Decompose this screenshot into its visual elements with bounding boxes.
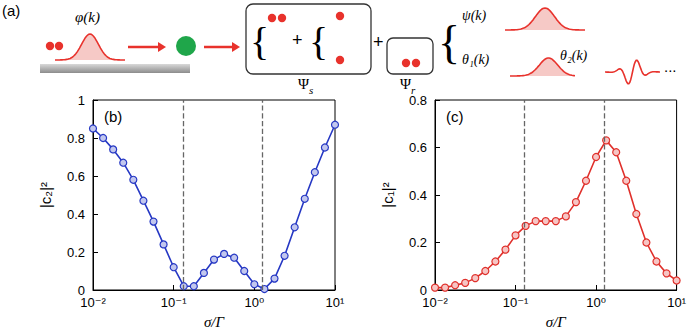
svg-text:10⁻²: 10⁻²: [422, 295, 448, 310]
svg-text:0.2: 0.2: [67, 245, 85, 260]
svg-text:1: 1: [78, 93, 85, 108]
svg-text:0: 0: [419, 282, 427, 298]
svg-text:ψ(k): ψ(k): [462, 8, 487, 24]
svg-text:|c₂|²: |c₂|²: [37, 182, 54, 208]
svg-text:...: ...: [664, 58, 677, 75]
svg-text:θ₁(k): θ₁(k): [462, 52, 490, 68]
svg-text:φ(k): φ(k): [75, 9, 100, 26]
svg-text:0: 0: [77, 282, 85, 298]
svg-text:10⁻²: 10⁻²: [80, 295, 106, 310]
svg-text:10⁰: 10⁰: [586, 295, 606, 310]
svg-text:0.6: 0.6: [409, 140, 427, 155]
svg-text:σ/Γ: σ/Γ: [204, 314, 226, 330]
svg-text:θ₂(k): θ₂(k): [560, 48, 588, 64]
svg-text:σ/Γ: σ/Γ: [546, 314, 568, 330]
svg-text:+: +: [373, 32, 384, 52]
svg-text:(c): (c): [446, 108, 464, 125]
svg-text:+: +: [292, 30, 303, 50]
svg-text:10⁻¹: 10⁻¹: [161, 295, 187, 310]
svg-text:|c₁|²: |c₁|²: [379, 182, 396, 207]
svg-text:0.8: 0.8: [409, 93, 427, 108]
svg-text:0.4: 0.4: [409, 188, 427, 203]
svg-text:Ψr: Ψr: [400, 76, 416, 95]
svg-text:{: {: [309, 19, 328, 64]
svg-text:0.2: 0.2: [409, 235, 427, 250]
svg-text:(a): (a): [2, 2, 20, 19]
svg-text:0.4: 0.4: [67, 207, 85, 222]
svg-text:{: {: [250, 19, 269, 64]
svg-text:{: {: [438, 17, 460, 68]
svg-text:10¹: 10¹: [326, 295, 345, 310]
svg-text:10⁻¹: 10⁻¹: [503, 295, 529, 310]
svg-text:10¹: 10¹: [667, 295, 686, 310]
svg-text:0.8: 0.8: [67, 131, 85, 146]
svg-text:0.6: 0.6: [67, 169, 85, 184]
svg-text:10⁰: 10⁰: [244, 295, 264, 310]
svg-text:Ψs: Ψs: [298, 76, 313, 95]
svg-text:(b): (b): [104, 108, 122, 125]
